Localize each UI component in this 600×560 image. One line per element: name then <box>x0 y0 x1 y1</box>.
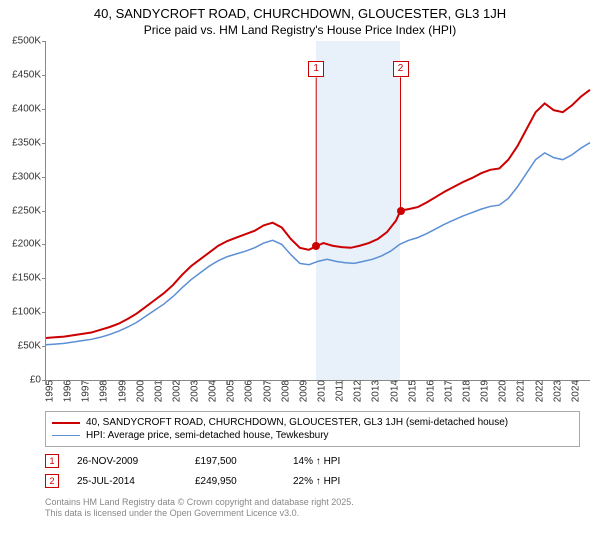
x-tick-mark <box>137 380 138 384</box>
sale-marker-box-1: 1 <box>308 61 324 77</box>
x-tick-mark <box>409 380 410 384</box>
sale-date: 25-JUL-2014 <box>77 476 177 487</box>
y-tick-label: £100K <box>1 307 41 318</box>
sale-row: 1 26-NOV-2009 £197,500 14% ↑ HPI <box>45 451 580 471</box>
y-tick-label: £350K <box>1 137 41 148</box>
x-tick-mark <box>481 380 482 384</box>
footer-line-2: This data is licensed under the Open Gov… <box>45 508 580 519</box>
y-tick-label: £450K <box>1 69 41 80</box>
footer-attribution: Contains HM Land Registry data © Crown c… <box>45 497 580 519</box>
x-tick-mark <box>82 380 83 384</box>
x-tick-mark <box>499 380 500 384</box>
x-tick-mark <box>354 380 355 384</box>
sale-delta: 14% ↑ HPI <box>293 456 340 467</box>
x-tick-mark <box>64 380 65 384</box>
legend-swatch <box>52 422 80 424</box>
x-tick-mark <box>372 380 373 384</box>
x-tick-mark <box>554 380 555 384</box>
x-tick-mark <box>427 380 428 384</box>
line-layer <box>46 41 590 380</box>
y-tick-mark <box>42 177 46 178</box>
y-tick-label: £300K <box>1 171 41 182</box>
legend-box: 40, SANDYCROFT ROAD, CHURCHDOWN, GLOUCES… <box>45 411 580 447</box>
x-tick-mark <box>463 380 464 384</box>
y-tick-mark <box>42 312 46 313</box>
sale-delta: 22% ↑ HPI <box>293 476 340 487</box>
x-tick-mark <box>517 380 518 384</box>
y-tick-label: £250K <box>1 205 41 216</box>
sale-marker-dot-2 <box>397 207 405 215</box>
y-tick-label: £200K <box>1 239 41 250</box>
x-tick-mark <box>100 380 101 384</box>
sale-row: 2 25-JUL-2014 £249,950 22% ↑ HPI <box>45 471 580 491</box>
x-tick-mark <box>46 380 47 384</box>
y-tick-mark <box>42 75 46 76</box>
x-tick-mark <box>227 380 228 384</box>
x-tick-mark <box>536 380 537 384</box>
x-tick-mark <box>445 380 446 384</box>
x-tick-mark <box>155 380 156 384</box>
x-tick-mark <box>336 380 337 384</box>
sale-date: 26-NOV-2009 <box>77 456 177 467</box>
legend-row: HPI: Average price, semi-detached house,… <box>52 429 573 442</box>
sale-marker-box-2: 2 <box>393 61 409 77</box>
y-tick-mark <box>42 143 46 144</box>
x-tick-mark <box>282 380 283 384</box>
x-tick-mark <box>173 380 174 384</box>
y-tick-mark <box>42 346 46 347</box>
sale-price: £249,950 <box>195 476 275 487</box>
x-tick-mark <box>264 380 265 384</box>
sale-row-marker: 1 <box>45 454 59 468</box>
y-tick-label: £400K <box>1 103 41 114</box>
y-tick-mark <box>42 211 46 212</box>
y-tick-mark <box>42 41 46 42</box>
x-tick-mark <box>300 380 301 384</box>
y-tick-mark <box>42 244 46 245</box>
x-tick-mark <box>391 380 392 384</box>
x-tick-mark <box>191 380 192 384</box>
plot-region: £0£50K£100K£150K£200K£250K£300K£350K£400… <box>45 41 590 381</box>
x-tick-mark <box>318 380 319 384</box>
sale-price: £197,500 <box>195 456 275 467</box>
legend-label: 40, SANDYCROFT ROAD, CHURCHDOWN, GLOUCES… <box>86 417 508 428</box>
chart-subtitle: Price paid vs. HM Land Registry's House … <box>0 21 600 41</box>
series-property <box>46 90 590 338</box>
legend-swatch <box>52 435 80 436</box>
x-tick-mark <box>119 380 120 384</box>
y-tick-label: £50K <box>1 341 41 352</box>
footer-line-1: Contains HM Land Registry data © Crown c… <box>45 497 580 508</box>
sales-table: 1 26-NOV-2009 £197,500 14% ↑ HPI 2 25-JUL-201… <box>45 451 580 491</box>
x-tick-mark <box>572 380 573 384</box>
y-tick-label: £500K <box>1 36 41 47</box>
legend-row: 40, SANDYCROFT ROAD, CHURCHDOWN, GLOUCES… <box>52 416 573 429</box>
y-tick-mark <box>42 278 46 279</box>
x-tick-mark <box>245 380 246 384</box>
x-tick-mark <box>209 380 210 384</box>
legend-label: HPI: Average price, semi-detached house,… <box>86 430 329 441</box>
y-tick-label: £150K <box>1 273 41 284</box>
y-tick-label: £0 <box>1 375 41 386</box>
y-tick-mark <box>42 109 46 110</box>
chart-area: £0£50K£100K£150K£200K£250K£300K£350K£400… <box>45 41 590 401</box>
chart-title: 40, SANDYCROFT ROAD, CHURCHDOWN, GLOUCES… <box>0 0 600 21</box>
sale-row-marker: 2 <box>45 474 59 488</box>
sale-marker-dot-1 <box>312 242 320 250</box>
